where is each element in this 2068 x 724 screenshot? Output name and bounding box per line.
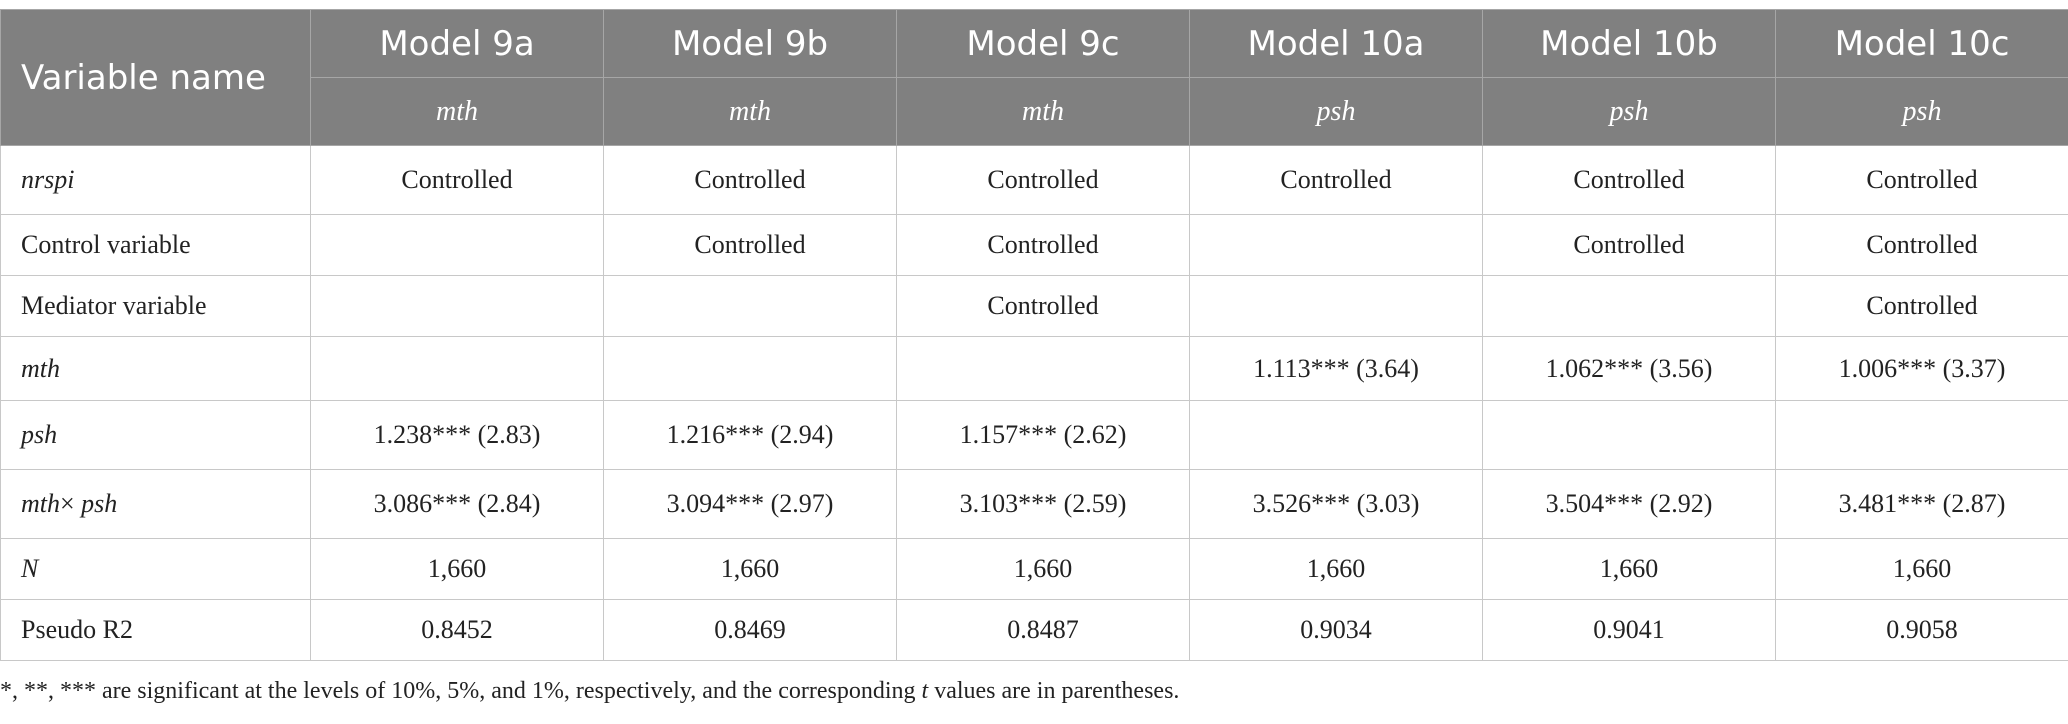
row-label: N [0,538,311,600]
table-cell: Controlled [1775,145,2068,215]
table-cell: 1.062*** (3.56) [1482,336,1776,401]
table-row-mediator-variable: Mediator variable Controlled Controlled [0,275,2068,337]
table-cell: 1.238*** (2.83) [310,400,604,470]
table-cell [1189,275,1483,337]
row-label: nrspi [0,145,311,215]
table-cell: Controlled [1775,275,2068,337]
table-row-n: N 1,660 1,660 1,660 1,660 1,660 1,660 [0,538,2068,600]
table-cell: 1,660 [603,538,897,600]
table-row-control-variable: Control variable Controlled Controlled C… [0,214,2068,276]
table-cell [1189,214,1483,276]
row-label-interaction: mth× psh [0,469,311,539]
table-cell: 1.157*** (2.62) [896,400,1190,470]
interaction-term-psh: psh [81,489,118,518]
table-row-interaction: mth× psh 3.086*** (2.84) 3.094*** (2.97)… [0,469,2068,539]
table-cell: Controlled [896,275,1190,337]
regression-table: Variable name Model 9a Model 9b Model 9c… [0,9,2068,661]
table-cell: Controlled [1482,145,1776,215]
header-dependent-variable: psh [1775,77,2068,146]
table-cell: Controlled [1189,145,1483,215]
header-row-dependent: mth mth mth psh psh psh [1,77,2068,146]
table-cell [1775,400,2068,470]
table-cell: 1.216*** (2.94) [603,400,897,470]
table-cell: 1,660 [1775,538,2068,600]
header-dependent-variable: psh [1482,77,1776,146]
table-cell: 0.8452 [310,599,604,661]
table-cell: 3.504*** (2.92) [1482,469,1776,539]
table-cell: 0.9041 [1482,599,1776,661]
header-model: Model 10c [1775,9,2068,78]
table-row-psh: psh 1.238*** (2.83) 1.216*** (2.94) 1.15… [0,400,2068,470]
header-row-models: Variable name Model 9a Model 9b Model 9c… [0,9,2068,146]
multiplication-sign: × [60,489,75,518]
table-cell: 1,660 [1189,538,1483,600]
table-cell [603,275,897,337]
row-label: Pseudo R2 [0,599,311,661]
regression-table-container: Variable name Model 9a Model 9b Model 9c… [0,9,2068,661]
table-cell: Controlled [1775,214,2068,276]
table-cell: 0.8469 [603,599,897,661]
row-label: mth [0,336,311,401]
row-label: Control variable [0,214,311,276]
table-cell: 1,660 [1482,538,1776,600]
table-cell: Controlled [896,214,1190,276]
table-cell [1482,275,1776,337]
table-cell: 3.481*** (2.87) [1775,469,2068,539]
table-cell [310,214,604,276]
header-model: Model 10b [1482,9,1776,78]
table-cell: Controlled [603,145,897,215]
header-variable-name: Variable name [0,9,311,146]
table-cell: 1,660 [896,538,1190,600]
table-cell: 1.006*** (3.37) [1775,336,2068,401]
table-cell [1482,400,1776,470]
footnote-text: *, **, *** are significant at the levels… [0,678,922,704]
table-row-nrspi: nrspi Controlled Controlled Controlled C… [0,145,2068,215]
interaction-term-mth: mth [21,489,60,518]
table-cell: 1.113*** (3.64) [1189,336,1483,401]
table-row-mth: mth 1.113*** (3.64) 1.062*** (3.56) 1.00… [0,336,2068,401]
table-cell: Controlled [1482,214,1776,276]
table-cell [603,336,897,401]
row-label: psh [0,400,311,470]
header-dependent-variable: psh [1189,77,1483,146]
table-cell: Controlled [603,214,897,276]
header-model: Model 9c [896,9,1190,78]
header-dependent-variable: mth [603,77,897,146]
header-model: Model 9b [603,9,897,78]
table-cell: 3.086*** (2.84) [310,469,604,539]
row-label: Mediator variable [0,275,311,337]
footnote-t-symbol: t [921,678,929,704]
table-cell: 3.526*** (3.03) [1189,469,1483,539]
table-cell [896,336,1190,401]
table-header: Variable name Model 9a Model 9b Model 9c… [0,9,2068,146]
table-cell: 1,660 [310,538,604,600]
table-cell: Controlled [310,145,604,215]
table-cell [310,275,604,337]
table-footnote: *, **, *** are significant at the levels… [0,678,1179,705]
table-cell: Controlled [896,145,1190,215]
footnote-text-end: values are in parentheses. [928,678,1180,704]
table-body: nrspi Controlled Controlled Controlled C… [0,145,2068,661]
header-model: Model 10a [1189,9,1483,78]
table-row-pseudo-r2: Pseudo R2 0.8452 0.8469 0.8487 0.9034 0.… [0,599,2068,661]
table-cell: 0.9034 [1189,599,1483,661]
header-dependent-variable: mth [310,77,604,146]
table-cell: 3.103*** (2.59) [896,469,1190,539]
table-cell [310,336,604,401]
table-cell: 0.9058 [1775,599,2068,661]
table-cell: 3.094*** (2.97) [603,469,897,539]
header-dependent-variable: mth [896,77,1190,146]
table-cell: 0.8487 [896,599,1190,661]
table-cell [1189,400,1483,470]
header-model: Model 9a [310,9,604,78]
